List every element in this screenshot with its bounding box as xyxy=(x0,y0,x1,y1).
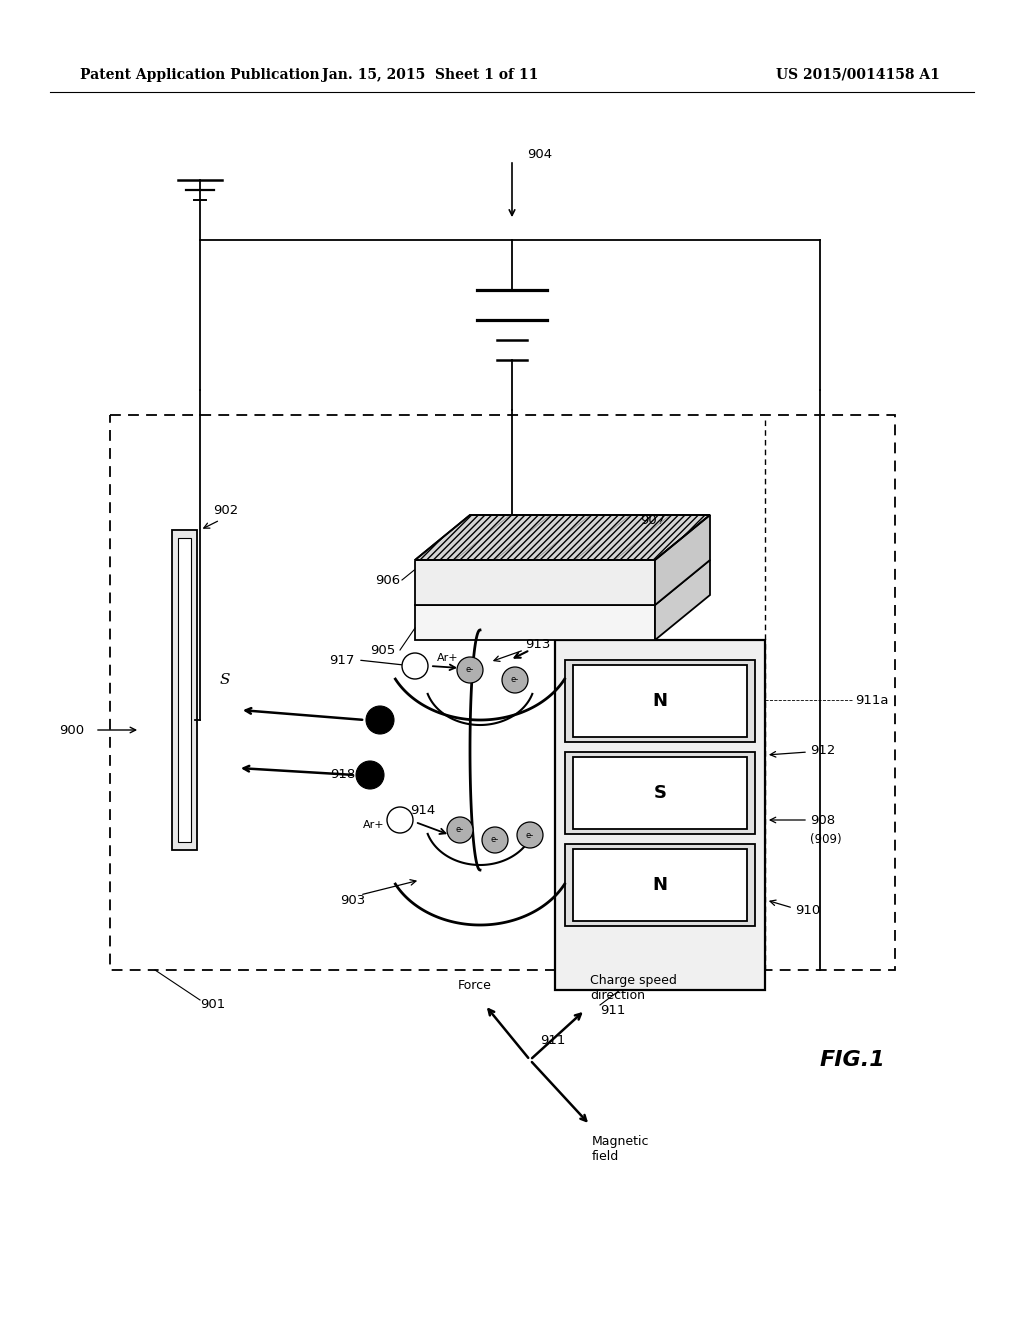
Text: 905: 905 xyxy=(370,644,395,656)
Circle shape xyxy=(457,657,483,682)
Text: 903: 903 xyxy=(340,894,366,907)
Text: Force: Force xyxy=(458,979,492,993)
Text: e-: e- xyxy=(466,665,474,675)
Text: Charge speed
direction: Charge speed direction xyxy=(590,974,677,1002)
Circle shape xyxy=(402,653,428,678)
Text: 906: 906 xyxy=(375,573,400,586)
Text: 914: 914 xyxy=(410,804,435,817)
Bar xyxy=(573,665,746,737)
Polygon shape xyxy=(415,560,710,605)
Text: 904: 904 xyxy=(527,149,552,161)
Text: 913: 913 xyxy=(525,639,550,652)
Text: Patent Application Publication: Patent Application Publication xyxy=(80,69,319,82)
Bar xyxy=(565,752,755,834)
Text: US 2015/0014158 A1: US 2015/0014158 A1 xyxy=(776,69,940,82)
Text: e-: e- xyxy=(526,830,535,840)
Text: 911: 911 xyxy=(600,1003,626,1016)
Polygon shape xyxy=(655,515,710,605)
Text: 900: 900 xyxy=(59,723,85,737)
Text: Jan. 15, 2015  Sheet 1 of 11: Jan. 15, 2015 Sheet 1 of 11 xyxy=(322,69,539,82)
Text: (909): (909) xyxy=(810,833,842,846)
Text: Ar+: Ar+ xyxy=(364,820,385,830)
Text: e-: e- xyxy=(511,676,519,685)
Polygon shape xyxy=(655,560,710,640)
Bar xyxy=(565,843,755,927)
Polygon shape xyxy=(415,560,655,605)
Text: 908: 908 xyxy=(810,813,836,826)
Bar xyxy=(178,539,191,842)
Text: S: S xyxy=(220,673,230,686)
Circle shape xyxy=(356,762,384,789)
Text: 918: 918 xyxy=(330,768,355,781)
Text: 902: 902 xyxy=(213,503,239,516)
Circle shape xyxy=(517,822,543,847)
Text: Ar+: Ar+ xyxy=(437,653,459,663)
Polygon shape xyxy=(415,515,710,560)
Polygon shape xyxy=(415,605,655,640)
Text: 907: 907 xyxy=(640,513,666,527)
Text: 901: 901 xyxy=(200,998,225,1011)
Text: e-: e- xyxy=(456,825,464,834)
Text: 915: 915 xyxy=(370,714,395,726)
Text: Magnetic
field: Magnetic field xyxy=(592,1135,649,1163)
Text: N: N xyxy=(652,692,668,710)
Text: e-: e- xyxy=(490,836,499,845)
Bar xyxy=(172,531,197,850)
Text: S: S xyxy=(653,784,667,803)
Text: 917: 917 xyxy=(330,653,355,667)
Text: 911a: 911a xyxy=(855,693,889,706)
Bar xyxy=(110,414,895,970)
Circle shape xyxy=(482,828,508,853)
Bar xyxy=(573,849,746,921)
Circle shape xyxy=(447,817,473,843)
Text: FIG.1: FIG.1 xyxy=(820,1049,886,1071)
Circle shape xyxy=(502,667,528,693)
Text: 911: 911 xyxy=(540,1034,565,1047)
Bar xyxy=(565,660,755,742)
Text: 910: 910 xyxy=(795,903,820,916)
Bar xyxy=(555,640,765,990)
Circle shape xyxy=(366,706,394,734)
Circle shape xyxy=(387,807,413,833)
Text: 912: 912 xyxy=(810,743,836,756)
Text: N: N xyxy=(652,876,668,894)
Bar xyxy=(573,756,746,829)
